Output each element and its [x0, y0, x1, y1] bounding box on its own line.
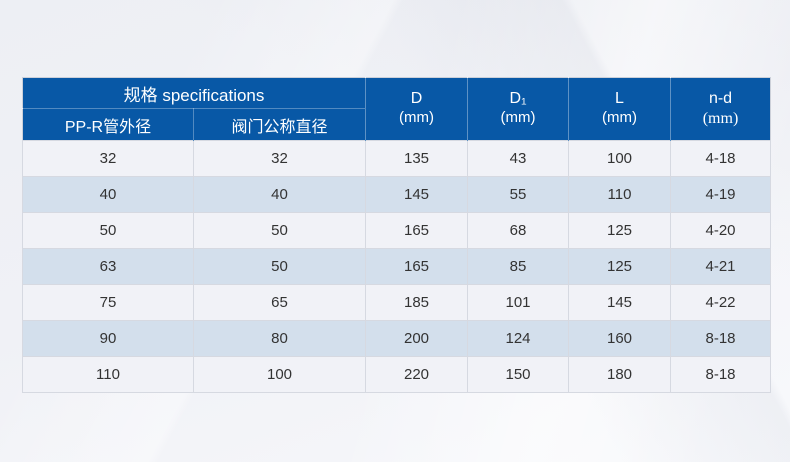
table-header: 规格 specifications D (mm) D₁ (mm) L (mm) … — [22, 77, 771, 141]
column-name-nd: n-d — [708, 89, 733, 107]
table-row: 90 80 200 124 160 8-18 — [22, 320, 771, 357]
column-unit-l: (mm) — [602, 109, 637, 127]
cell-pipe-od: 110 — [22, 356, 194, 393]
cell-l: 180 — [568, 356, 671, 393]
cell-valve-dn: 80 — [193, 320, 366, 357]
cell-d: 200 — [365, 320, 468, 357]
cell-l: 100 — [568, 140, 671, 177]
cell-l: 125 — [568, 212, 671, 249]
cell-nd: 8-18 — [670, 320, 771, 357]
cell-d1: 43 — [467, 140, 569, 177]
table-row: 75 65 185 101 145 4-22 — [22, 284, 771, 321]
column-header-valve-nominal-diameter: 阀门公称直径 — [193, 108, 366, 141]
column-name-d: D — [410, 90, 423, 108]
cell-d: 165 — [365, 248, 468, 285]
cell-l: 110 — [568, 176, 671, 213]
cell-nd: 4-21 — [670, 248, 771, 285]
cell-d: 185 — [365, 284, 468, 321]
cell-valve-dn: 32 — [193, 140, 366, 177]
column-header-l: L (mm) — [568, 77, 671, 141]
column-header-d1: D₁ (mm) — [467, 77, 569, 141]
cell-pipe-od: 75 — [22, 284, 194, 321]
column-header-nd: n-d (mm) — [670, 77, 771, 141]
column-header-ppr-pipe-od: PP-R管外径 — [22, 108, 194, 141]
cell-pipe-od: 40 — [22, 176, 194, 213]
table-row: 110 100 220 150 180 8-18 — [22, 356, 771, 393]
cell-nd: 4-20 — [670, 212, 771, 249]
cell-l: 125 — [568, 248, 671, 285]
table-row: 63 50 165 85 125 4-21 — [22, 248, 771, 285]
cell-d1: 85 — [467, 248, 569, 285]
cell-d1: 55 — [467, 176, 569, 213]
cell-nd: 8-18 — [670, 356, 771, 393]
cell-d: 135 — [365, 140, 468, 177]
cell-valve-dn: 100 — [193, 356, 366, 393]
cell-valve-dn: 50 — [193, 248, 366, 285]
cell-d: 220 — [365, 356, 468, 393]
cell-pipe-od: 50 — [22, 212, 194, 249]
cell-d1: 124 — [467, 320, 569, 357]
table-body: 32 32 135 43 100 4-18 40 40 145 55 110 4… — [22, 140, 771, 393]
cell-d: 165 — [365, 212, 468, 249]
cell-d1: 68 — [467, 212, 569, 249]
cell-pipe-od: 32 — [22, 140, 194, 177]
cell-l: 160 — [568, 320, 671, 357]
cell-valve-dn: 40 — [193, 176, 366, 213]
cell-pipe-od: 63 — [22, 248, 194, 285]
column-unit-nd: (mm) — [702, 109, 739, 127]
table-row: 40 40 145 55 110 4-19 — [22, 176, 771, 213]
column-header-d: D (mm) — [365, 77, 468, 141]
column-name-l: L — [615, 90, 624, 108]
table-row: 32 32 135 43 100 4-18 — [22, 140, 771, 177]
cell-valve-dn: 50 — [193, 212, 366, 249]
cell-nd: 4-18 — [670, 140, 771, 177]
column-unit-d: (mm) — [399, 109, 434, 127]
cell-nd: 4-22 — [670, 284, 771, 321]
specifications-table: 规格 specifications D (mm) D₁ (mm) L (mm) … — [22, 77, 771, 393]
cell-d1: 150 — [467, 356, 569, 393]
column-name-d1: D₁ — [509, 90, 527, 108]
cell-l: 145 — [568, 284, 671, 321]
cell-d: 145 — [365, 176, 468, 213]
cell-valve-dn: 65 — [193, 284, 366, 321]
table-row: 50 50 165 68 125 4-20 — [22, 212, 771, 249]
column-unit-d1: (mm) — [500, 109, 536, 127]
specifications-group-header: 规格 specifications — [22, 77, 366, 109]
cell-d1: 101 — [467, 284, 569, 321]
cell-nd: 4-19 — [670, 176, 771, 213]
cell-pipe-od: 90 — [22, 320, 194, 357]
